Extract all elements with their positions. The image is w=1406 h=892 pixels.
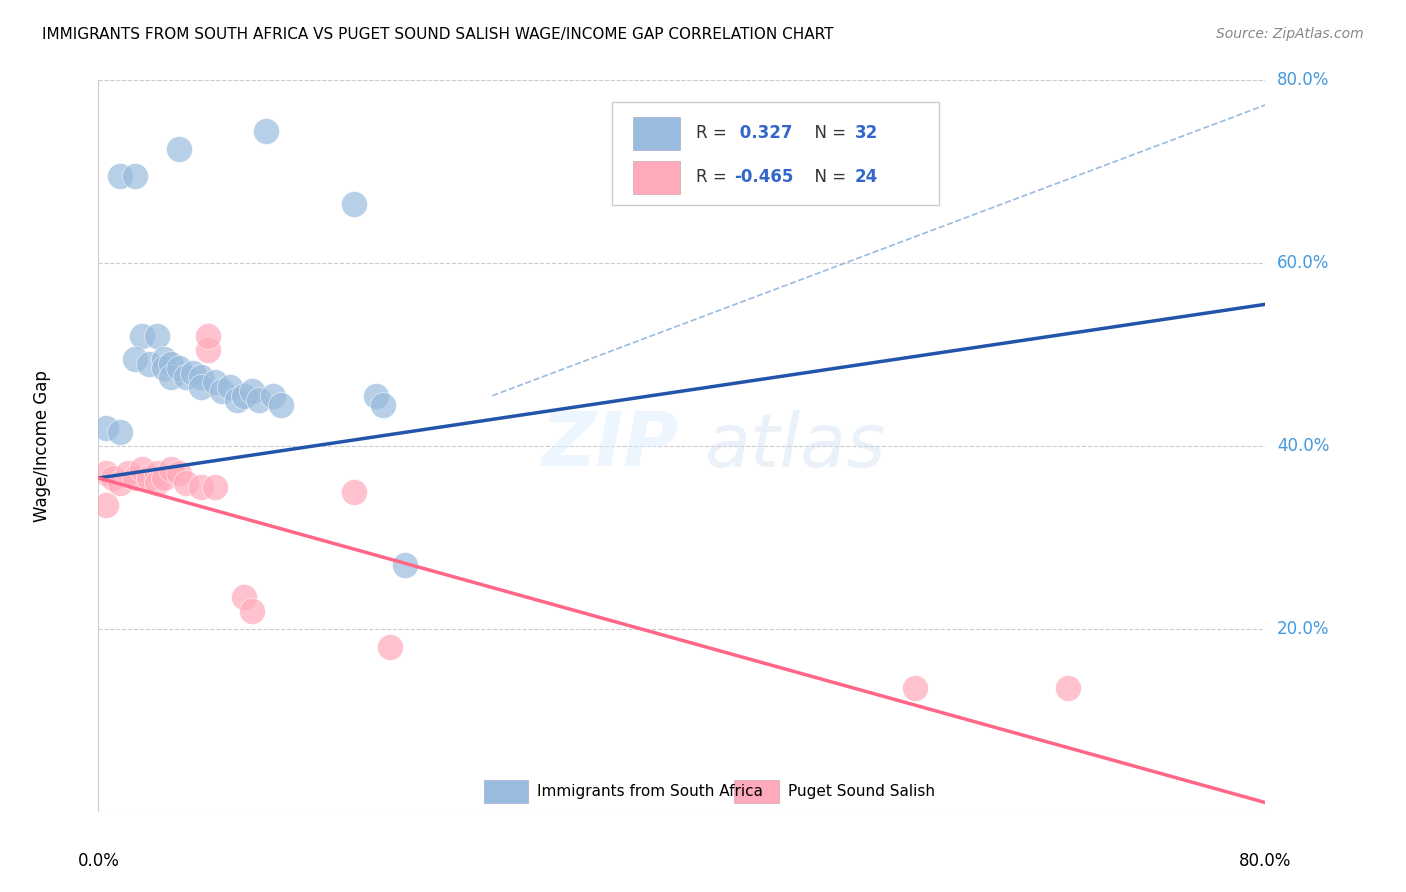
Point xyxy=(110,425,132,440)
Point xyxy=(124,471,146,485)
Point xyxy=(131,329,153,343)
Text: N =: N = xyxy=(804,124,852,142)
Point xyxy=(1057,681,1080,696)
Point xyxy=(146,475,169,490)
Text: 20.0%: 20.0% xyxy=(1277,620,1330,638)
Point xyxy=(94,421,117,435)
Bar xyxy=(734,780,779,803)
Text: Wage/Income Gap: Wage/Income Gap xyxy=(34,370,52,522)
Point xyxy=(153,352,176,367)
Point xyxy=(124,169,146,184)
Point xyxy=(174,370,197,384)
Point xyxy=(110,475,132,490)
Point xyxy=(167,467,190,481)
Point xyxy=(138,471,160,485)
Point xyxy=(240,384,263,399)
Text: 0.0%: 0.0% xyxy=(77,852,120,870)
Point xyxy=(160,462,183,476)
Text: 60.0%: 60.0% xyxy=(1277,254,1330,272)
Text: 40.0%: 40.0% xyxy=(1277,437,1330,455)
Text: ZIP: ZIP xyxy=(541,409,679,483)
Point xyxy=(270,398,292,412)
Text: R =: R = xyxy=(696,168,733,186)
Point xyxy=(262,389,284,403)
Point xyxy=(343,484,366,499)
Point xyxy=(371,398,394,412)
Point xyxy=(240,603,263,617)
Text: 32: 32 xyxy=(855,124,877,142)
Bar xyxy=(484,780,527,803)
Point xyxy=(904,681,927,696)
Point xyxy=(190,370,212,384)
Point xyxy=(211,384,233,399)
Point xyxy=(167,142,190,156)
Point xyxy=(190,480,212,494)
Text: Immigrants from South Africa: Immigrants from South Africa xyxy=(537,784,763,798)
Point xyxy=(190,379,212,393)
Point xyxy=(94,499,117,513)
Text: Puget Sound Salish: Puget Sound Salish xyxy=(789,784,935,798)
Bar xyxy=(633,117,679,150)
Point xyxy=(254,123,277,137)
Point xyxy=(247,393,270,408)
Point xyxy=(153,361,176,376)
Point xyxy=(204,375,226,389)
Text: N =: N = xyxy=(804,168,852,186)
Bar xyxy=(633,161,679,194)
Point xyxy=(138,357,160,371)
Point xyxy=(204,480,226,494)
Text: atlas: atlas xyxy=(706,410,887,482)
Point xyxy=(233,590,256,604)
Point xyxy=(131,462,153,476)
Point xyxy=(378,640,402,655)
Point xyxy=(101,471,124,485)
Point xyxy=(167,361,190,376)
Point xyxy=(153,471,176,485)
Point xyxy=(197,329,219,343)
Text: 24: 24 xyxy=(855,168,877,186)
Point xyxy=(94,467,117,481)
FancyBboxPatch shape xyxy=(612,103,939,204)
Point xyxy=(117,467,139,481)
Text: 80.0%: 80.0% xyxy=(1277,71,1330,89)
Text: R =: R = xyxy=(696,124,733,142)
Point xyxy=(160,357,183,371)
Point xyxy=(343,196,366,211)
Point xyxy=(233,389,256,403)
Text: Source: ZipAtlas.com: Source: ZipAtlas.com xyxy=(1216,27,1364,41)
Point xyxy=(197,343,219,357)
Point xyxy=(218,379,240,393)
Point xyxy=(226,393,249,408)
Text: 80.0%: 80.0% xyxy=(1239,852,1292,870)
Point xyxy=(174,475,197,490)
Point xyxy=(181,366,204,380)
Point xyxy=(146,467,169,481)
Point xyxy=(146,329,169,343)
Point xyxy=(364,389,387,403)
Text: IMMIGRANTS FROM SOUTH AFRICA VS PUGET SOUND SALISH WAGE/INCOME GAP CORRELATION C: IMMIGRANTS FROM SOUTH AFRICA VS PUGET SO… xyxy=(42,27,834,42)
Point xyxy=(160,370,183,384)
Point xyxy=(394,558,416,572)
Text: -0.465: -0.465 xyxy=(734,168,794,186)
Point xyxy=(124,352,146,367)
Point xyxy=(110,169,132,184)
Text: 0.327: 0.327 xyxy=(734,124,793,142)
